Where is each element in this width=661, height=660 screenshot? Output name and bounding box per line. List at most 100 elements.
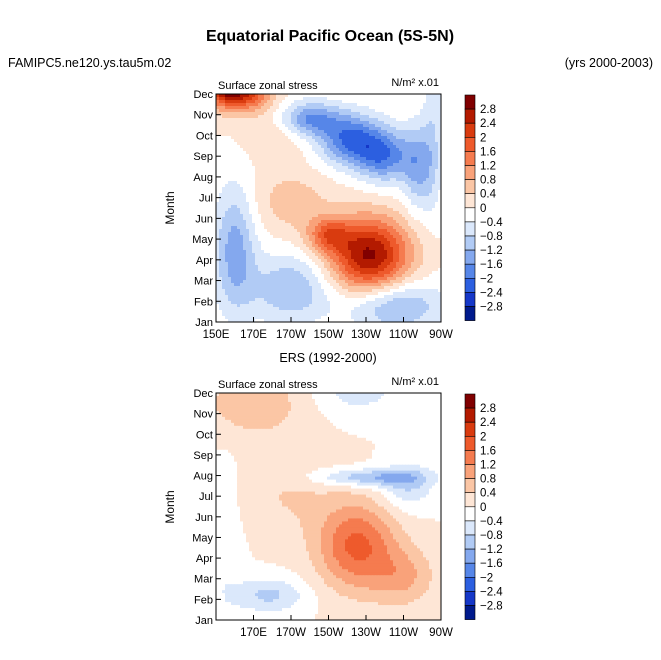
field-cell <box>348 142 352 146</box>
field-cell <box>366 127 370 131</box>
field-cell <box>261 205 265 209</box>
field-cell <box>408 172 412 176</box>
field-cell <box>360 271 364 275</box>
field-cell <box>222 187 226 191</box>
field-cell <box>288 112 292 116</box>
field-cell <box>426 166 430 170</box>
field-cell <box>438 175 441 179</box>
field-cell <box>297 259 301 263</box>
field-cell <box>366 106 370 110</box>
field-cell <box>279 292 283 296</box>
field-cell <box>390 142 394 146</box>
field-cell <box>357 202 361 206</box>
field-cell <box>360 280 364 284</box>
field-cell <box>288 247 292 251</box>
field-cell <box>252 118 256 122</box>
field-cell <box>381 220 385 224</box>
field-cell <box>378 127 382 131</box>
field-cell <box>384 268 388 272</box>
field-cell <box>429 262 433 266</box>
field-cell <box>258 178 262 182</box>
field-cell <box>387 136 391 140</box>
field-cell <box>369 139 373 143</box>
field-cell <box>432 238 436 242</box>
field-cell <box>300 265 304 269</box>
field-cell <box>255 160 259 164</box>
field-cell <box>360 199 364 203</box>
field-cell <box>270 238 274 242</box>
field-cell <box>417 160 421 164</box>
field-cell <box>303 136 307 140</box>
field-cell <box>402 262 406 266</box>
field-cell <box>438 115 441 119</box>
field-cell <box>243 148 247 152</box>
field-cell <box>267 112 271 116</box>
field-cell <box>273 253 277 257</box>
field-cell <box>315 193 319 197</box>
field-cell <box>345 142 349 146</box>
field-cell <box>339 259 343 263</box>
field-cell <box>414 109 418 113</box>
field-cell <box>276 118 280 122</box>
field-cell <box>432 148 436 152</box>
field-cell <box>330 103 334 107</box>
field-cell <box>363 184 367 188</box>
field-cell <box>315 148 319 152</box>
field-cell <box>366 94 370 98</box>
field-cell <box>411 220 415 224</box>
field-cell <box>336 253 340 257</box>
field-cell <box>240 292 244 296</box>
field-cell <box>345 217 349 221</box>
field-cell <box>288 220 292 224</box>
field-cell <box>276 139 280 143</box>
field-cell <box>378 121 382 125</box>
field-cell <box>255 148 259 152</box>
field-cell <box>231 133 235 137</box>
field-cell <box>324 238 328 242</box>
field-cell <box>273 142 277 146</box>
field-cell <box>279 205 283 209</box>
field-cell <box>264 166 268 170</box>
field-cell <box>258 274 262 278</box>
field-cell <box>219 118 223 122</box>
field-cell <box>249 292 253 296</box>
field-cell <box>243 160 247 164</box>
field-cell <box>384 118 388 122</box>
field-cell <box>378 178 382 182</box>
field-cell <box>321 196 325 200</box>
field-cell <box>384 151 388 155</box>
field-cell <box>357 217 361 221</box>
field-cell <box>303 169 307 173</box>
field-cell <box>342 247 346 251</box>
field-cell <box>300 289 304 293</box>
field-cell <box>414 211 418 215</box>
field-cell <box>312 178 316 182</box>
field-cell <box>396 100 400 104</box>
field-cell <box>270 265 274 269</box>
field-cell <box>327 259 331 263</box>
field-cell <box>360 208 364 212</box>
field-cell <box>339 205 343 209</box>
field-cell <box>261 196 265 200</box>
field-cell <box>303 223 307 227</box>
field-cell <box>264 247 268 251</box>
field-cell <box>300 247 304 251</box>
field-cell <box>375 136 379 140</box>
field-cell <box>216 232 220 236</box>
field-cell <box>387 217 391 221</box>
field-cell <box>312 148 316 152</box>
field-cell <box>231 172 235 176</box>
field-cell <box>384 280 388 284</box>
field-cell <box>309 148 313 152</box>
field-cell <box>393 211 397 215</box>
field-cell <box>360 187 364 191</box>
field-cell <box>315 265 319 269</box>
field-cell <box>228 103 232 107</box>
field-cell <box>414 112 418 116</box>
field-cell <box>399 262 403 266</box>
field-cell <box>420 205 424 209</box>
field-cell <box>408 244 412 248</box>
field-cell <box>273 241 277 245</box>
field-cell <box>417 154 421 158</box>
field-cell <box>279 217 283 221</box>
